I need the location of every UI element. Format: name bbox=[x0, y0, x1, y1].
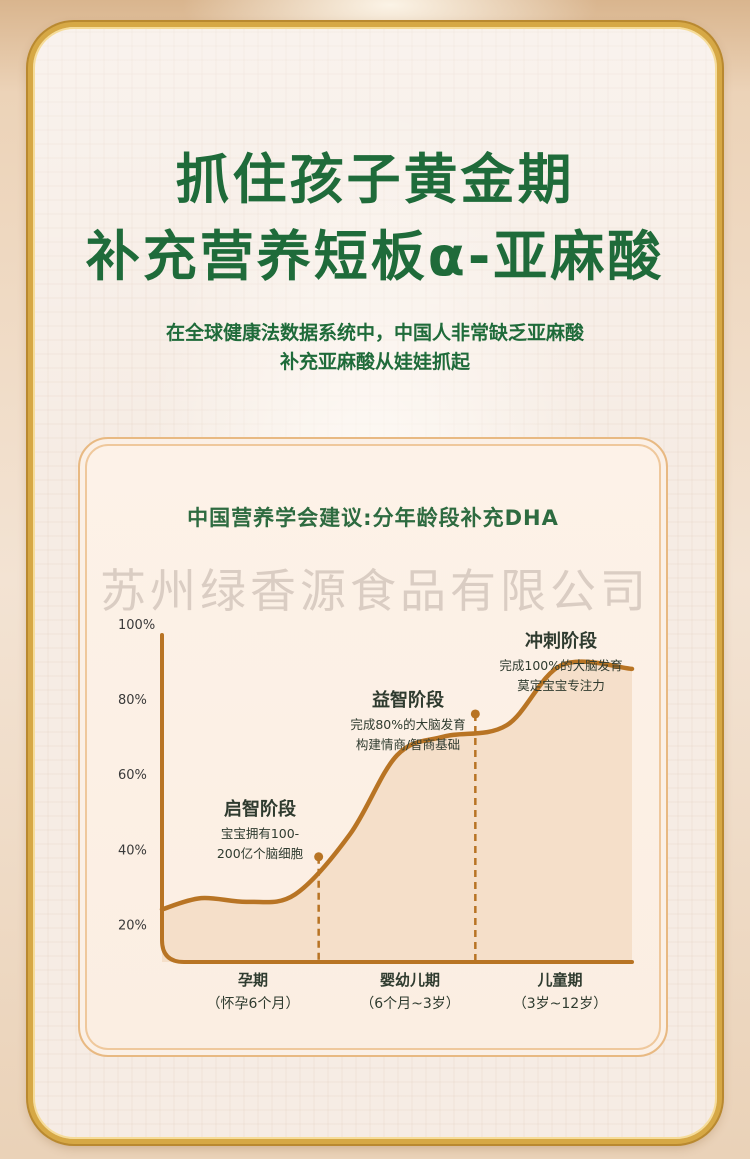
headline-line1: 抓住孩子黄金期 bbox=[175, 148, 575, 211]
stage-title: 启智阶段 bbox=[224, 798, 297, 820]
subtitle-line2: 补充亚麻酸从娃娃抓起 bbox=[279, 351, 470, 373]
stage-marker-dot bbox=[470, 709, 480, 719]
stage-title: 益智阶段 bbox=[372, 689, 445, 711]
subtitle-line1: 在全球健康法数据系统中，中国人非常缺乏亚麻酸 bbox=[165, 322, 584, 344]
stage-description: 构建情商/智商基础 bbox=[356, 737, 460, 752]
stage-marker-dot bbox=[314, 852, 324, 862]
stage-description: 完成100%的大脑发育 bbox=[499, 658, 622, 673]
y-tick-label: 100% bbox=[118, 618, 155, 633]
chart-title: 中国营养学会建议:分年龄段补充DHA bbox=[187, 506, 559, 530]
stage-title: 冲刺阶段 bbox=[525, 630, 598, 652]
y-tick-label: 40% bbox=[118, 843, 147, 858]
stage-description: 200亿个脑细胞 bbox=[217, 846, 304, 861]
y-tick-label: 80% bbox=[118, 693, 147, 708]
headline-line2: 补充营养短板α-亚麻酸 bbox=[85, 225, 665, 288]
period-name: 儿童期 bbox=[536, 971, 582, 989]
stage-description: 完成80%的大脑发育 bbox=[350, 717, 465, 732]
chart-axis bbox=[160, 633, 634, 964]
period-name: 婴幼儿期 bbox=[380, 971, 440, 989]
curve-area-fill bbox=[162, 661, 632, 962]
period-name: 孕期 bbox=[238, 971, 268, 989]
period-age: （6个月~3岁） bbox=[360, 996, 460, 1012]
company-watermark: 苏州绿香源食品有限公司 bbox=[100, 564, 650, 618]
period-age: （3岁~12岁） bbox=[513, 996, 607, 1012]
stage-description: 宝宝拥有100- bbox=[221, 826, 299, 841]
stage-description: 莫定宝宝专注力 bbox=[517, 678, 605, 693]
period-age: （怀孕6个月） bbox=[207, 996, 300, 1012]
nutrition-curve-line bbox=[159, 659, 635, 912]
y-tick-label: 60% bbox=[118, 768, 147, 783]
y-tick-label: 20% bbox=[118, 918, 147, 933]
